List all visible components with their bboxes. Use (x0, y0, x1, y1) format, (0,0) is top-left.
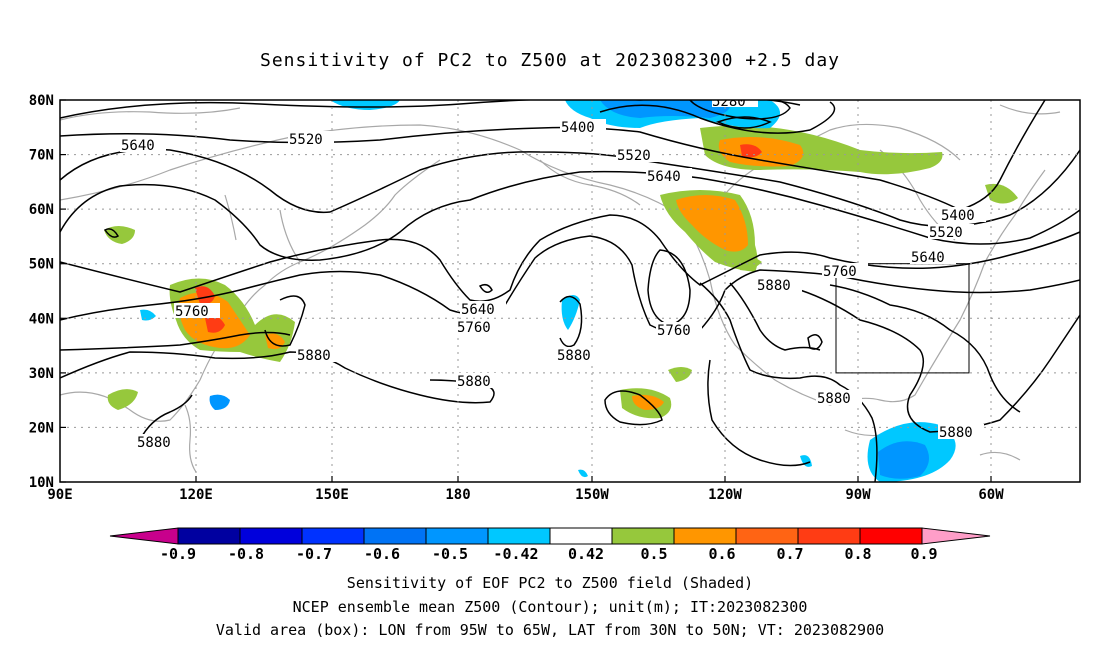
colorbar-label: 0.7 (776, 545, 803, 563)
lon-label: 60W (978, 487, 1004, 503)
map-frame (59, 99, 1081, 483)
contour-label: 5640 (461, 302, 495, 318)
caption-contour: NCEP ensemble mean Z500 (Contour); unit(… (292, 598, 808, 616)
latitude-labels: 80N 70N 60N 50N 40N 30N 20N 10N (29, 93, 54, 491)
red-sensitivity-shading (195, 144, 762, 333)
contour-label: 5880 (757, 278, 791, 294)
lat-label: 20N (29, 420, 54, 436)
orange-sensitivity-shading (178, 136, 804, 410)
lon-label: 150E (315, 487, 349, 503)
colorbar-swatch (239, 527, 303, 545)
colorbar-high-arrow (921, 527, 991, 545)
contour-label: 5520 (929, 225, 963, 241)
contour-label: 5880 (817, 391, 851, 407)
colorbar-swatch (425, 527, 489, 545)
lat-label: 40N (29, 311, 54, 327)
colorbar-swatch (177, 527, 241, 545)
colorbar-label: -0.42 (493, 545, 538, 563)
lat-label: 80N (29, 93, 54, 109)
negative-sensitivity-shading (140, 100, 956, 482)
colorbar-swatch (301, 527, 365, 545)
colorbar-label: 0.9 (910, 545, 937, 563)
lon-label: 150W (575, 487, 609, 503)
lon-label: 90E (47, 487, 72, 503)
caption-valid-area: Valid area (box): LON from 95W to 65W, L… (215, 621, 885, 639)
lon-label: 120E (179, 487, 213, 503)
contour-label: 5760 (823, 264, 857, 280)
contour-label: 5760 (457, 320, 491, 336)
lon-label: 120W (708, 487, 742, 503)
colorbar-swatch (735, 527, 799, 545)
contour-label: 5400 (941, 208, 975, 224)
lon-label: 90W (845, 487, 871, 503)
contour-label: 5880 (939, 425, 973, 441)
colorbar-swatch (611, 527, 675, 545)
lat-label: 60N (29, 202, 54, 218)
colorbar-label: 0.5 (640, 545, 667, 563)
colorbar-swatch (363, 527, 427, 545)
colorbar-label: -0.5 (432, 545, 468, 563)
colorbar: -0.9 -0.8 -0.7 -0.6 -0.5 -0.42 0.42 0.5 … (109, 527, 991, 563)
lat-label: 30N (29, 366, 54, 382)
axis-ticks (60, 99, 992, 483)
colorbar-boxes (177, 527, 923, 545)
map-title: Sensitivity of PC2 to Z500 at 2023082300… (259, 50, 840, 71)
colorbar-label: 0.8 (844, 545, 871, 563)
colorbar-label: -0.9 (160, 545, 196, 563)
contour-label: 5880 (457, 374, 491, 390)
contour-label-group: 5280 5400 5520 5640 5400 5520 5640 5520 … (120, 94, 986, 451)
contour-label: 5760 (657, 323, 691, 339)
contour-label: 5760 (175, 304, 209, 320)
contour-label: 5400 (561, 120, 595, 136)
colorbar-swatch (673, 527, 737, 545)
colorbar-label: -0.8 (228, 545, 264, 563)
contour-label: 5880 (557, 348, 591, 364)
lat-label: 50N (29, 257, 54, 273)
lon-label: 180 (445, 487, 470, 503)
colorbar-label: -0.7 (296, 545, 332, 563)
colorbar-swatch (487, 527, 551, 545)
colorbar-swatch (859, 527, 923, 545)
colorbar-label: -0.6 (364, 545, 400, 563)
caption-shading: Sensitivity of EOF PC2 to Z500 field (Sh… (346, 574, 754, 592)
valid-area-box (835, 263, 970, 374)
contour-label: 5280 (712, 94, 746, 110)
contour-label: 5640 (911, 250, 945, 266)
colorbar-low-arrow (109, 527, 179, 545)
colorbar-swatch (549, 527, 613, 545)
contour-label: 5880 (137, 435, 171, 451)
contour-label: 5880 (297, 348, 331, 364)
contour-label: 5640 (121, 138, 155, 154)
colorbar-label: 0.6 (708, 545, 735, 563)
contour-label: 5520 (617, 148, 651, 164)
contour-label: 5640 (647, 169, 681, 185)
lat-label: 10N (29, 475, 54, 491)
graticule (60, 100, 1080, 482)
contour-label: 5520 (289, 132, 323, 148)
colorbar-label: 0.42 (568, 545, 604, 563)
lat-label: 70N (29, 148, 54, 164)
colorbar-swatch (797, 527, 861, 545)
longitude-labels: 90E 120E 150E 180 150W 120W 90W 60W (47, 487, 1004, 503)
